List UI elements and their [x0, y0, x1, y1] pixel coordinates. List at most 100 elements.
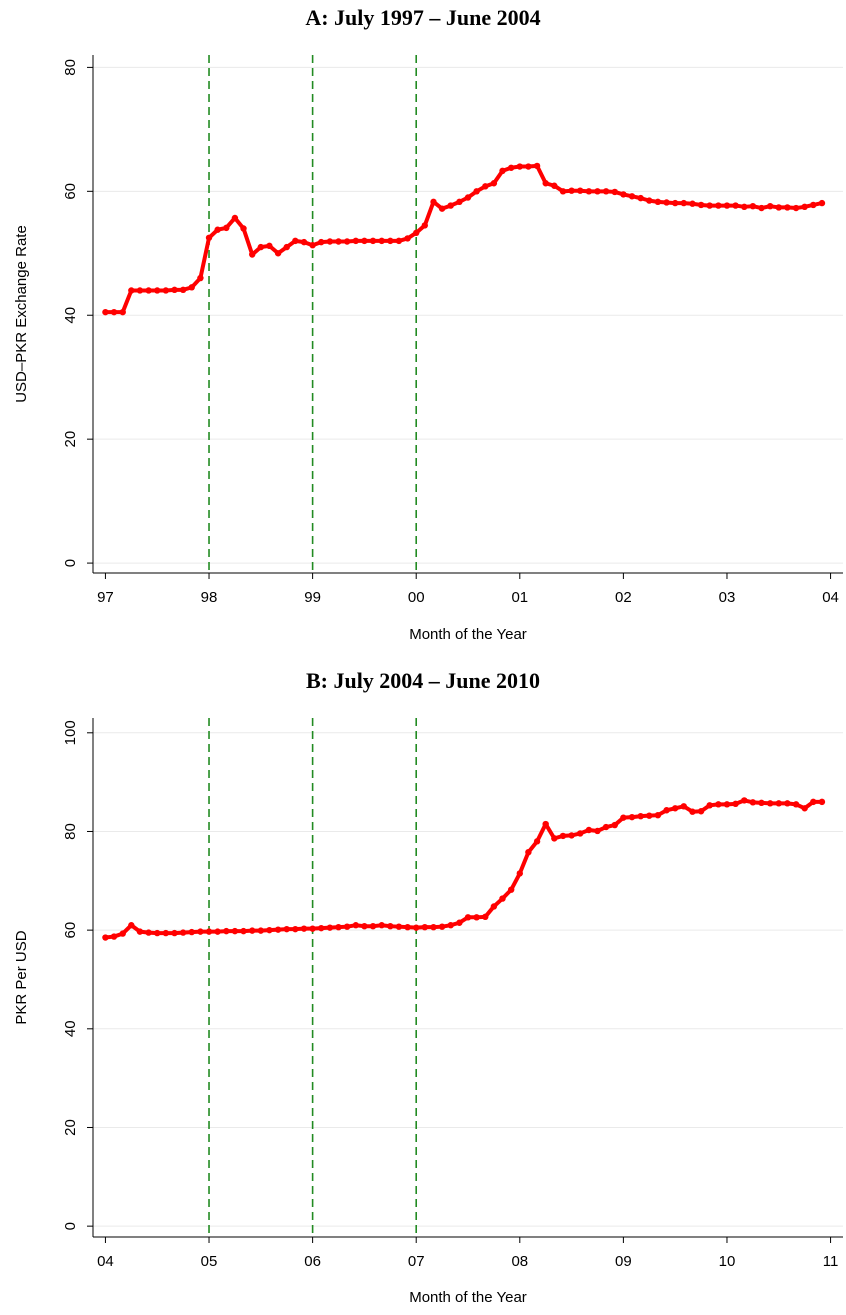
data-point: [300, 925, 308, 932]
data-point: [335, 923, 342, 931]
data-point: [749, 202, 757, 210]
y-tick-label: 80: [62, 823, 79, 840]
data-point: [318, 924, 325, 932]
data-point: [162, 929, 170, 937]
data-point: [818, 798, 826, 806]
data-point: [447, 202, 454, 209]
data-point: [715, 801, 722, 808]
x-tick-label: 02: [615, 589, 632, 606]
x-tick-label: 03: [719, 589, 736, 606]
data-point: [689, 200, 696, 207]
data-point: [749, 799, 757, 806]
data-point: [378, 237, 385, 245]
data-point: [646, 197, 653, 204]
data-point: [775, 800, 782, 807]
data-point: [395, 237, 403, 245]
y-axis-title: USD–PKR Exchange Rate: [13, 225, 30, 403]
data-point: [240, 927, 247, 935]
y-tick-label: 20: [62, 1119, 79, 1136]
chart-title: A: July 1997 – June 2004: [305, 5, 540, 30]
y-tick-label: 60: [62, 922, 79, 939]
data-point: [758, 204, 765, 212]
data-point: [223, 927, 230, 935]
data-point: [732, 202, 739, 209]
data-point: [369, 237, 377, 245]
data-point: [723, 202, 731, 209]
data-point: [171, 286, 178, 294]
data-point: [102, 934, 109, 941]
data-point: [326, 924, 334, 931]
x-axis-title: Month of the Year: [409, 626, 527, 643]
data-point: [326, 238, 334, 245]
data-point: [585, 826, 593, 834]
data-point: [801, 203, 808, 211]
data-point: [309, 242, 316, 249]
data-point: [378, 922, 385, 929]
data-point: [551, 182, 558, 189]
y-tick-label: 60: [62, 183, 79, 200]
data-point: [697, 808, 705, 815]
y-tick-label: 0: [62, 1222, 79, 1230]
data-point: [102, 308, 109, 316]
data-point: [119, 308, 126, 316]
data-point: [188, 928, 195, 936]
data-line: [105, 163, 823, 315]
data-point: [188, 284, 195, 291]
y-tick-label: 100: [62, 720, 79, 745]
data-point: [343, 923, 351, 930]
data-point: [620, 191, 627, 198]
data-point: [611, 821, 618, 829]
data-point: [223, 224, 230, 232]
data-point: [542, 180, 549, 187]
x-tick-label: 04: [97, 1253, 114, 1270]
data-point: [205, 928, 213, 935]
data-point: [283, 925, 290, 933]
data-point: [352, 237, 360, 245]
data-point: [792, 801, 800, 808]
data-point: [154, 287, 161, 294]
data-point: [456, 198, 463, 206]
data-point: [387, 922, 394, 930]
data-point: [119, 930, 126, 937]
data-point: [525, 848, 532, 856]
data-point: [482, 913, 489, 921]
data-point: [214, 928, 221, 935]
data-point: [654, 811, 662, 819]
data-point: [559, 832, 567, 840]
data-point: [197, 274, 204, 282]
data-point: [387, 237, 394, 245]
data-point: [369, 922, 377, 930]
data-point: [430, 923, 437, 931]
data-point: [585, 188, 593, 195]
y-tick-label: 80: [62, 59, 79, 76]
data-point: [507, 886, 515, 893]
data-point: [801, 805, 808, 812]
data-point: [715, 202, 722, 209]
data-point: [490, 180, 498, 187]
data-line: [105, 798, 822, 940]
data-point: [594, 188, 601, 195]
data-point: [680, 199, 687, 207]
data-point: [136, 928, 144, 935]
data-point: [266, 926, 273, 934]
data-point: [576, 830, 584, 837]
data-point: [473, 914, 480, 921]
data-point: [594, 827, 601, 835]
data-point: [671, 805, 679, 812]
data-point: [240, 225, 247, 232]
panel: B: July 2004 – June 2010 0 20 40 60 80 100 04 05…: [13, 668, 843, 1306]
data-point: [421, 923, 429, 931]
y-tick-label: 40: [62, 1020, 79, 1037]
data-point: [792, 204, 800, 212]
data-point: [464, 194, 472, 201]
data-point: [516, 870, 523, 877]
data-point: [464, 914, 472, 921]
data-point: [723, 801, 731, 808]
data-point: [110, 933, 118, 940]
x-tick-label: 97: [97, 589, 114, 606]
y-axis-title: PKR Per USD: [13, 930, 30, 1024]
x-tick-label: 10: [719, 1253, 736, 1270]
data-point: [482, 183, 489, 190]
data-point: [766, 800, 774, 807]
data-point: [249, 251, 256, 258]
